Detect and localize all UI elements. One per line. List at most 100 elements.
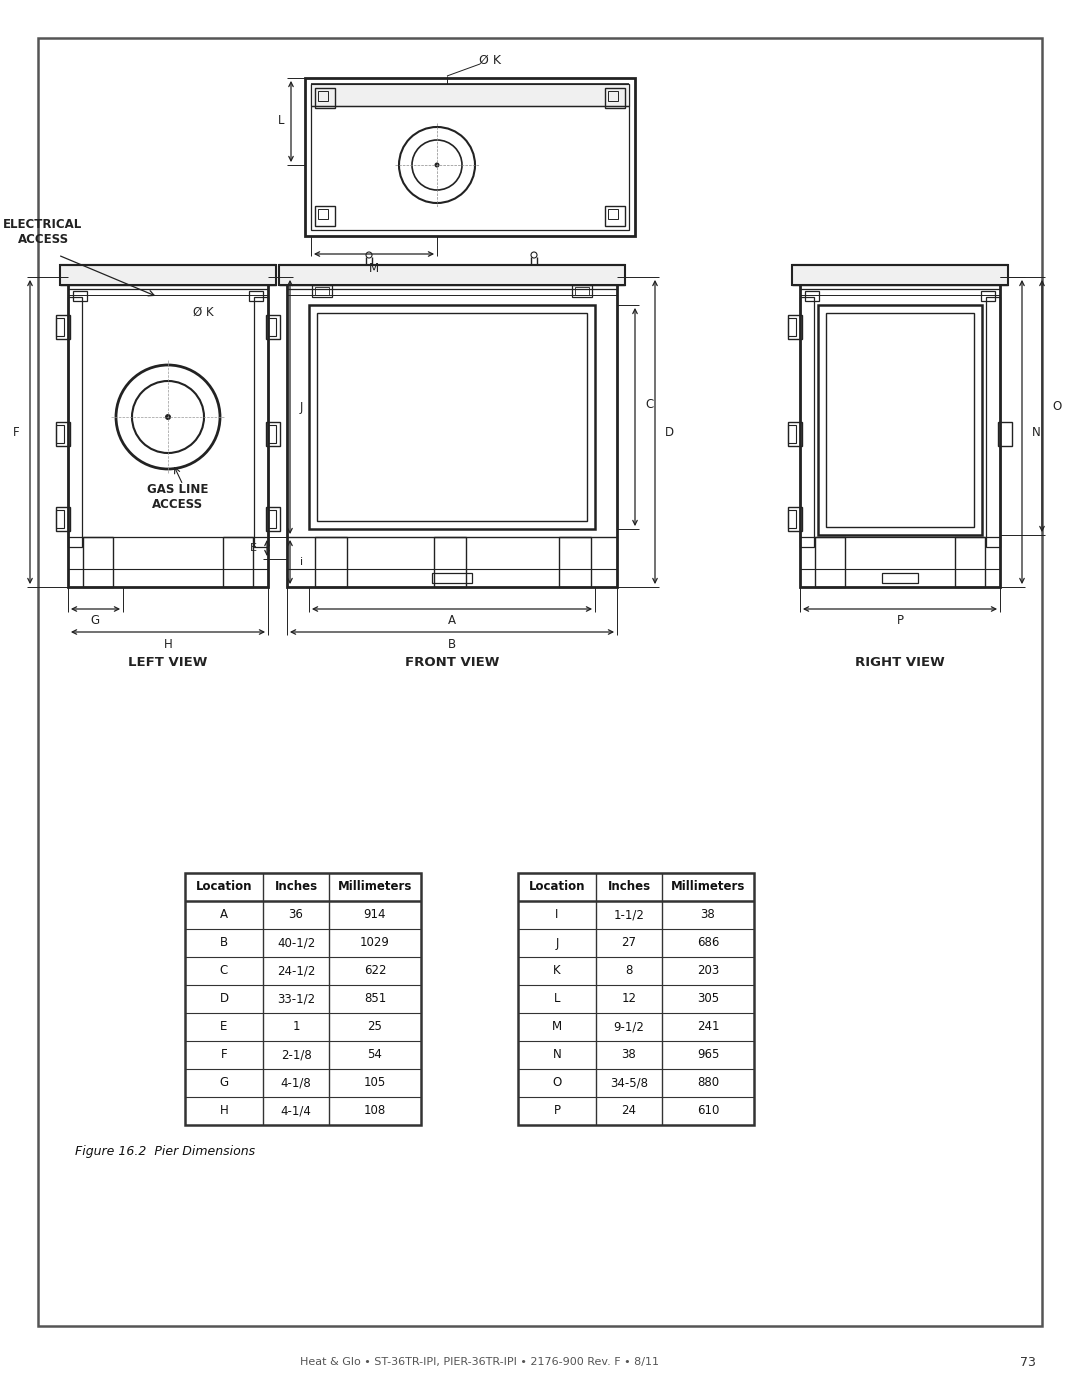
Text: Ø K: Ø K: [192, 306, 214, 319]
Text: 24: 24: [621, 1105, 636, 1118]
Bar: [788, 422, 802, 446]
Text: 1029: 1029: [360, 936, 390, 950]
Bar: [788, 314, 802, 339]
Text: 105: 105: [364, 1077, 387, 1090]
Bar: [788, 319, 796, 337]
Text: O: O: [552, 1077, 562, 1090]
Text: P: P: [896, 615, 904, 627]
Bar: [311, 84, 629, 106]
Text: E: E: [249, 543, 257, 553]
Text: 622: 622: [364, 964, 387, 978]
Text: N: N: [553, 1049, 562, 1062]
Bar: [572, 285, 592, 298]
Text: 24-1/2: 24-1/2: [276, 964, 315, 978]
Text: K: K: [553, 964, 561, 978]
Text: Location: Location: [529, 880, 585, 894]
Text: P: P: [554, 1105, 561, 1118]
Bar: [268, 319, 276, 337]
Bar: [305, 78, 635, 236]
Bar: [818, 305, 982, 535]
Text: 880: 880: [697, 1077, 719, 1090]
Bar: [608, 210, 618, 219]
Bar: [315, 88, 335, 108]
Bar: [559, 536, 591, 587]
Text: L: L: [278, 115, 284, 127]
Circle shape: [165, 414, 171, 420]
Text: 686: 686: [697, 936, 719, 950]
Bar: [815, 536, 845, 587]
Text: 965: 965: [697, 1049, 719, 1062]
Text: N: N: [1032, 426, 1041, 439]
Bar: [318, 313, 588, 521]
Bar: [518, 873, 754, 1125]
Text: M: M: [369, 261, 379, 274]
Bar: [266, 507, 280, 531]
Bar: [315, 286, 329, 295]
Bar: [955, 536, 985, 587]
Bar: [986, 298, 1000, 548]
Text: L: L: [554, 992, 561, 1006]
Text: 27: 27: [621, 936, 636, 950]
Text: 305: 305: [697, 992, 719, 1006]
Bar: [312, 285, 332, 298]
Text: B: B: [448, 637, 456, 651]
Text: 108: 108: [364, 1105, 387, 1118]
Bar: [882, 573, 918, 583]
Text: I: I: [555, 908, 558, 922]
Text: 4-1/4: 4-1/4: [281, 1105, 311, 1118]
Text: RIGHT VIEW: RIGHT VIEW: [855, 655, 945, 669]
Text: 1-1/2: 1-1/2: [613, 908, 645, 922]
Bar: [266, 422, 280, 446]
Bar: [268, 510, 276, 528]
Text: 25: 25: [367, 1020, 382, 1034]
Bar: [56, 507, 70, 531]
Text: Millimeters: Millimeters: [671, 880, 745, 894]
Text: 241: 241: [697, 1020, 719, 1034]
Bar: [792, 265, 1008, 285]
Bar: [800, 298, 814, 548]
Text: GAS LINE
ACCESS: GAS LINE ACCESS: [147, 483, 208, 511]
Bar: [73, 291, 87, 300]
Bar: [56, 314, 70, 339]
Text: 1: 1: [293, 1020, 300, 1034]
Bar: [575, 286, 589, 295]
Text: 610: 610: [697, 1105, 719, 1118]
Text: E: E: [220, 1020, 228, 1034]
Text: 9-1/2: 9-1/2: [613, 1020, 645, 1034]
Text: 851: 851: [364, 992, 387, 1006]
Bar: [83, 536, 113, 587]
Text: O: O: [1052, 400, 1062, 412]
Text: 40-1/2: 40-1/2: [276, 936, 315, 950]
Bar: [788, 425, 796, 443]
Bar: [788, 510, 796, 528]
Text: i: i: [300, 557, 303, 567]
Text: J: J: [555, 936, 558, 950]
Bar: [287, 277, 617, 587]
Text: 34-5/8: 34-5/8: [610, 1077, 648, 1090]
Bar: [68, 298, 82, 548]
Text: 203: 203: [697, 964, 719, 978]
Text: A: A: [448, 615, 456, 627]
Bar: [318, 91, 328, 101]
Text: 73: 73: [1021, 1355, 1036, 1369]
Text: B: B: [220, 936, 228, 950]
Bar: [279, 265, 625, 285]
Bar: [605, 205, 625, 226]
Text: H: H: [219, 1105, 228, 1118]
Text: F: F: [13, 426, 21, 439]
Bar: [998, 422, 1012, 446]
Text: Figure 16.2  Pier Dimensions: Figure 16.2 Pier Dimensions: [75, 1146, 255, 1158]
Bar: [981, 291, 995, 300]
Text: C: C: [645, 398, 653, 412]
Bar: [432, 573, 472, 583]
Text: 8: 8: [625, 964, 633, 978]
Text: 54: 54: [367, 1049, 382, 1062]
Bar: [56, 425, 64, 443]
Text: 4-1/8: 4-1/8: [281, 1077, 311, 1090]
Text: 38: 38: [622, 1049, 636, 1062]
Text: Heat & Glo • ST-36TR-IPI, PIER-36TR-IPI • 2176-900 Rev. F • 8/11: Heat & Glo • ST-36TR-IPI, PIER-36TR-IPI …: [300, 1356, 660, 1368]
Text: 38: 38: [701, 908, 715, 922]
Text: A: A: [220, 908, 228, 922]
Text: Inches: Inches: [607, 880, 650, 894]
Text: 914: 914: [364, 908, 387, 922]
